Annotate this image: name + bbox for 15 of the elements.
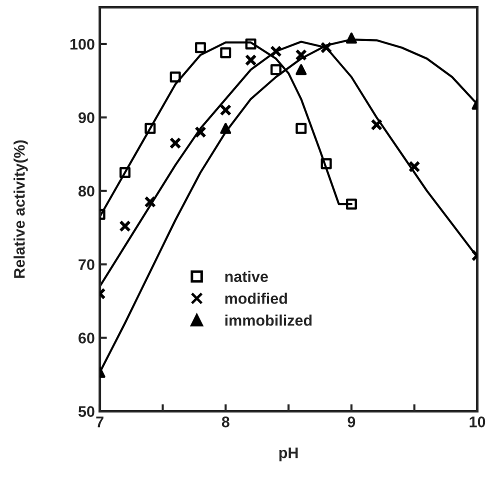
y-tick-label: 90 <box>78 112 94 124</box>
y-tick-label: 70 <box>78 259 94 270</box>
x-tick-label: 9 <box>348 416 356 428</box>
legend-label: native <box>225 270 268 282</box>
legend-label: immobilized <box>225 314 312 326</box>
y-tick-label: 100 <box>70 38 94 50</box>
x-axis-title: pH <box>279 448 298 462</box>
x-tick-label: 10 <box>470 416 486 428</box>
y-tick-label: 60 <box>78 332 94 344</box>
x-tick-label: 8 <box>222 416 230 428</box>
legend-label: modified <box>225 292 287 304</box>
y-axis-title: Relative activity(%) <box>14 140 28 278</box>
x-tick-label: 7 <box>96 416 104 428</box>
y-tick-label: 80 <box>78 186 94 197</box>
y-tick-label: 50 <box>78 406 94 417</box>
